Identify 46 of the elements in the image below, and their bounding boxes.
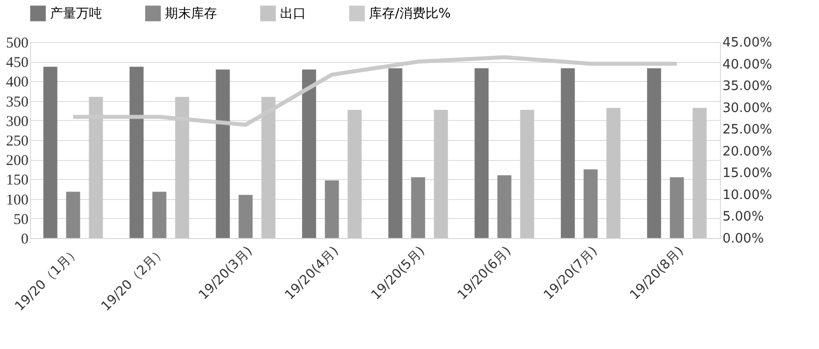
y2-tick-label: 15.00% bbox=[722, 166, 772, 182]
bar bbox=[238, 194, 253, 238]
bar bbox=[584, 169, 598, 238]
legend-label: 期末库存 bbox=[165, 6, 217, 22]
bar bbox=[348, 110, 362, 238]
bar bbox=[520, 110, 534, 238]
bar bbox=[152, 192, 166, 238]
bar bbox=[692, 108, 707, 238]
bar bbox=[560, 68, 575, 238]
bar bbox=[130, 66, 144, 238]
y-tick-label: 300 bbox=[6, 114, 28, 130]
y2-tick-label: 20.00% bbox=[722, 144, 772, 160]
bar bbox=[43, 66, 58, 238]
y2-tick-label: 25.00% bbox=[722, 122, 772, 138]
legend-label: 出口 bbox=[280, 6, 306, 22]
y-tick-label: 350 bbox=[6, 94, 28, 110]
y-tick-label: 500 bbox=[6, 36, 28, 52]
y-tick-label: 400 bbox=[6, 74, 28, 91]
bar bbox=[216, 69, 230, 238]
y-tick-label: 50 bbox=[14, 212, 28, 228]
y-tick-label: 150 bbox=[6, 172, 28, 189]
y2-tick-label: 40.00% bbox=[722, 57, 772, 72]
bar bbox=[497, 175, 512, 238]
y-tick-label: 450 bbox=[6, 55, 28, 72]
bar bbox=[411, 177, 426, 238]
bar bbox=[66, 192, 80, 238]
legend-label: 库存/消费比% bbox=[369, 6, 451, 22]
y2-tick-label: 10.00% bbox=[722, 188, 772, 203]
y-tick-label: 200 bbox=[6, 153, 28, 170]
bar bbox=[302, 69, 316, 238]
legend-label: 产量万吨 bbox=[50, 6, 102, 22]
y2-tick-label: 45.00% bbox=[722, 36, 772, 50]
bar bbox=[324, 180, 339, 238]
bar bbox=[670, 177, 684, 238]
y-tick-label: 250 bbox=[6, 134, 28, 150]
bar bbox=[606, 108, 620, 238]
y-tick-label: 100 bbox=[6, 192, 28, 208]
bar bbox=[434, 110, 448, 238]
y2-tick-label: 5.00% bbox=[722, 210, 764, 225]
y2-tick-label: 0.00% bbox=[722, 232, 764, 246]
bar bbox=[647, 68, 662, 238]
y-tick-label: 0 bbox=[21, 232, 28, 248]
y2-tick-label: 30.00% bbox=[722, 100, 772, 116]
y2-tick-label: 35.00% bbox=[722, 79, 772, 94]
bar bbox=[388, 68, 402, 238]
bar bbox=[474, 68, 489, 238]
